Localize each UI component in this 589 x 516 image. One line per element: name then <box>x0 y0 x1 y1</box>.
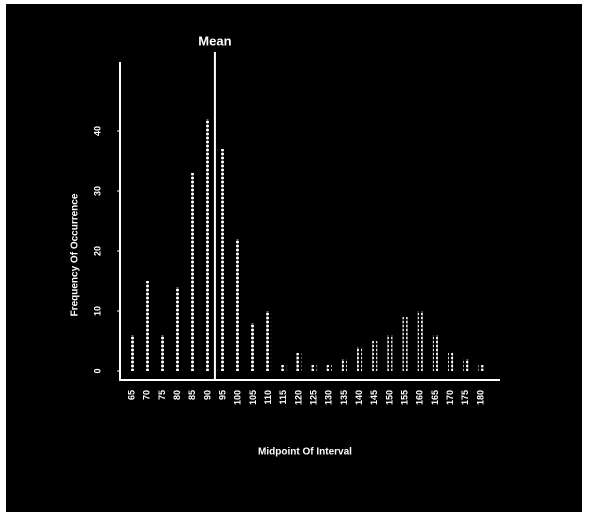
dot-column <box>326 365 332 371</box>
y-tick-label: 0 <box>92 368 102 373</box>
dot-column <box>432 335 438 371</box>
x-tick-label: 155 <box>399 390 409 405</box>
dot-column <box>341 359 347 371</box>
dot-column <box>129 335 135 371</box>
dot-column <box>402 317 408 371</box>
dot-column <box>281 365 287 371</box>
x-tick-label: 160 <box>415 390 425 405</box>
x-tick-label: 100 <box>233 390 243 405</box>
x-tick-label: 65 <box>127 390 137 400</box>
dot-column <box>387 335 393 371</box>
dot-column <box>159 335 165 371</box>
x-tick-label: 175 <box>460 390 470 405</box>
dot-column <box>417 311 423 371</box>
x-tick-label: 120 <box>293 390 303 405</box>
dot-column <box>235 239 241 371</box>
dot-column <box>478 365 484 371</box>
y-axis-label: Frequency Of Occurrence <box>70 193 81 316</box>
x-tick-label: 105 <box>248 390 258 405</box>
x-tick-label: 145 <box>369 390 379 405</box>
x-tick-label: 180 <box>475 390 485 405</box>
dot-column <box>220 149 226 371</box>
dot-column <box>296 353 302 371</box>
dot-column <box>311 365 317 371</box>
x-tick-label: 85 <box>187 390 197 400</box>
dot-column <box>144 281 150 371</box>
x-tick-label: 110 <box>263 390 273 405</box>
x-tick-label: 80 <box>172 390 182 400</box>
background <box>6 4 582 512</box>
y-tick-label: 10 <box>92 306 102 316</box>
dot-column <box>205 119 211 371</box>
x-axis-label: Midpoint Of Interval <box>258 447 352 458</box>
x-tick-label: 115 <box>278 390 288 405</box>
x-tick-label: 75 <box>157 390 167 400</box>
x-tick-label: 130 <box>324 390 334 405</box>
x-tick-label: 125 <box>308 390 318 405</box>
x-tick-label: 95 <box>217 390 227 400</box>
y-tick-label: 40 <box>92 126 102 136</box>
x-tick-label: 165 <box>430 390 440 405</box>
y-tick-label: 20 <box>92 246 102 256</box>
x-tick-label: 90 <box>202 390 212 400</box>
x-tick-label: 150 <box>384 390 394 405</box>
dot-column <box>372 341 378 371</box>
dot-column <box>357 347 363 371</box>
dot-column <box>190 173 196 371</box>
dot-column <box>448 353 454 371</box>
x-tick-label: 135 <box>339 390 349 405</box>
x-tick-label: 140 <box>354 390 364 405</box>
x-tick-label: 70 <box>142 390 152 400</box>
dot-column <box>250 323 256 371</box>
dot-column <box>266 311 272 371</box>
x-tick-label: 170 <box>445 390 455 405</box>
dot-column <box>175 287 181 371</box>
y-tick-label: 30 <box>92 186 102 196</box>
mean-label: Mean <box>198 33 231 48</box>
dot-column <box>463 359 469 371</box>
